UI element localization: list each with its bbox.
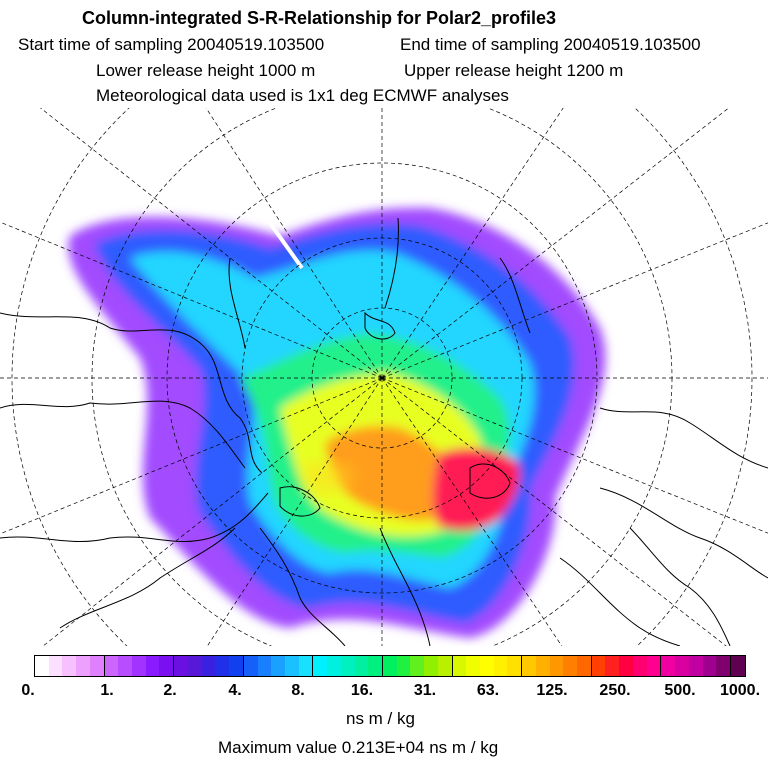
- colorbar-tick-label: 0.: [21, 682, 35, 699]
- colorbar-tick-label: 250.: [599, 682, 631, 699]
- colorbar-swatch: [215, 656, 230, 676]
- release-trajectory-line: [186, 108, 304, 270]
- colorbar-swatch: [661, 656, 676, 676]
- colorbar-swatch: [284, 656, 299, 676]
- colorbar-tick-label: 16.: [350, 682, 374, 699]
- colorbar-swatch: [104, 656, 119, 676]
- colorbar-swatch: [187, 656, 202, 676]
- colorbar-swatch: [354, 656, 369, 676]
- lower-release-height: Lower release height 1000 m: [96, 61, 316, 80]
- colorbar-swatch: [327, 656, 341, 676]
- end-time: End time of sampling 20040519.103500: [400, 35, 701, 54]
- colorbar-swatch: [730, 656, 745, 676]
- colorbar-tick-label: 500.: [664, 682, 696, 699]
- colorbar-swatch: [507, 656, 523, 676]
- polar-map: [0, 108, 768, 646]
- colorbar-swatch: [48, 656, 63, 676]
- colorbar-swatch: [298, 656, 314, 676]
- colorbar-swatch: [716, 656, 731, 676]
- colorbar-swatch: [577, 656, 592, 676]
- plume-orange: [325, 426, 457, 521]
- colorbar-swatch: [76, 656, 90, 676]
- colorbar-swatch: [89, 656, 105, 676]
- colorbar-swatch: [424, 656, 438, 676]
- colorbar-swatch: [201, 656, 216, 676]
- colorbar-swatch: [688, 656, 703, 676]
- colorbar-swatch: [675, 656, 689, 676]
- colorbar-swatch: [605, 656, 620, 676]
- colorbar-swatch: [563, 656, 578, 676]
- colorbar-swatch: [522, 656, 536, 676]
- colorbar-tick-label: 8.: [291, 682, 305, 699]
- colorbar-swatch: [702, 656, 717, 676]
- colorbar-tick-label: 1.: [100, 682, 114, 699]
- colorbar-swatch: [159, 656, 175, 676]
- pole-gap: [300, 462, 355, 493]
- colorbar-tick-label: 125.: [536, 682, 568, 699]
- graticule: [0, 108, 768, 646]
- colorbar-swatch: [145, 656, 160, 676]
- colorbar-swatch: [396, 656, 411, 676]
- colorbar-swatch: [410, 656, 425, 676]
- colorbar-swatch: [271, 656, 285, 676]
- colorbar-swatch: [466, 656, 480, 676]
- colorbar-swatch: [257, 656, 272, 676]
- colorbar-swatch: [452, 656, 467, 676]
- plot-title: Column-integrated S-R-Relationship for P…: [82, 8, 557, 28]
- met-data-note: Meteorological data used is 1x1 deg ECMW…: [96, 86, 509, 105]
- colorbar-swatch: [437, 656, 453, 676]
- colorbar-tick-label: 63.: [476, 682, 500, 699]
- colorbar-swatch: [632, 656, 647, 676]
- colorbar-swatch: [340, 656, 355, 676]
- colorbar-swatch: [480, 656, 494, 676]
- colorbar-swatch: [243, 656, 258, 676]
- colorbar-tick-label: 31.: [413, 682, 437, 699]
- colorbar: [34, 655, 746, 677]
- colorbar-swatch: [35, 656, 49, 676]
- colorbar-swatch: [646, 656, 662, 676]
- colorbar-swatch: [549, 656, 564, 676]
- colorbar-swatch: [493, 656, 508, 676]
- colorbar-swatch: [368, 656, 383, 676]
- colorbar-swatch: [118, 656, 133, 676]
- colorbar-unit: ns m / kg: [346, 709, 415, 728]
- maximum-value: Maximum value 0.213E+04 ns m / kg: [218, 738, 499, 757]
- colorbar-tick-label: 4.: [228, 682, 242, 699]
- colorbar-swatch: [313, 656, 328, 676]
- colorbar-swatch: [132, 656, 146, 676]
- colorbar-tick-label: 2.: [163, 682, 177, 699]
- colorbar-swatch: [619, 656, 633, 676]
- colorbar-swatch: [535, 656, 550, 676]
- upper-release-height: Upper release height 1200 m: [404, 61, 624, 80]
- colorbar-swatch: [174, 656, 188, 676]
- colorbar-swatch: [591, 656, 606, 676]
- start-time: Start time of sampling 20040519.103500: [18, 35, 325, 54]
- plume-layers: [68, 207, 606, 638]
- colorbar-swatch: [229, 656, 244, 676]
- colorbar-tick-label: 1000.: [719, 682, 761, 699]
- colorbar-swatch: [62, 656, 77, 676]
- colorbar-swatch: [382, 656, 397, 676]
